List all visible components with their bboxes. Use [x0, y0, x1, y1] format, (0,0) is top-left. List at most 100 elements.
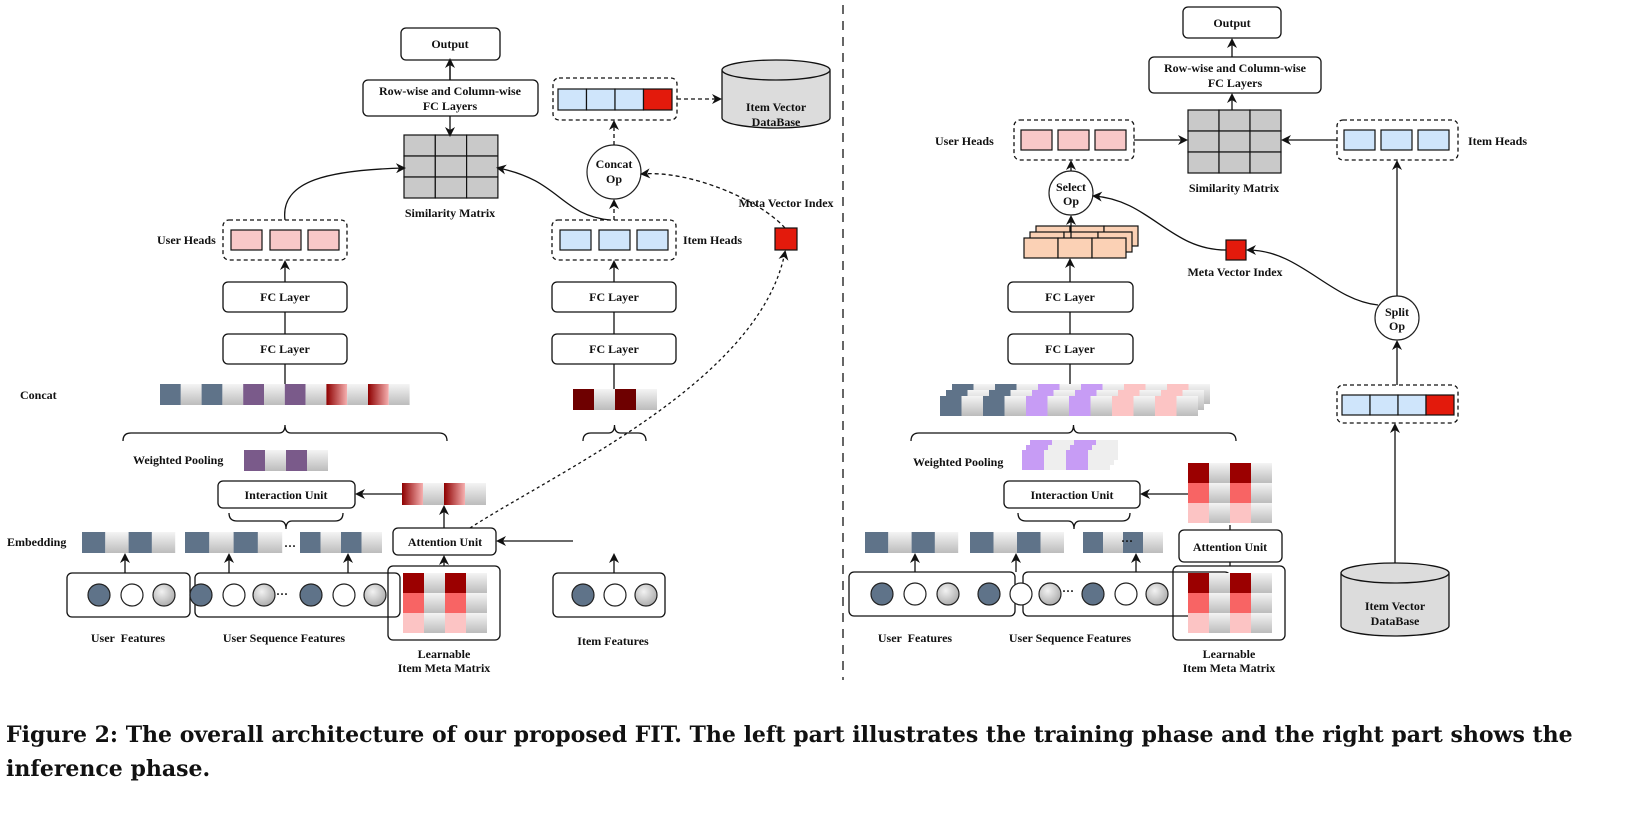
user-embedding-cell — [105, 532, 129, 553]
sequence-embedding-cell — [1103, 532, 1123, 553]
user-embedding-cell — [151, 532, 176, 553]
user-feature — [936, 582, 960, 606]
sequence-feature — [1114, 582, 1138, 606]
sequence-feature — [363, 583, 387, 607]
split-op-label: Op — [1389, 319, 1405, 333]
sequence-feature — [299, 583, 323, 607]
user-heads-label: User Heads — [157, 233, 216, 247]
select-op-label: Op — [1063, 194, 1079, 208]
meta-matrix-cell — [1230, 593, 1251, 613]
selected-head-stack — [1023, 237, 1059, 259]
output-label: Output — [431, 37, 468, 51]
user-embedding-cell — [82, 532, 106, 553]
weighted-pooling-label: Weighted Pooling — [133, 453, 223, 467]
sequence-brace — [1017, 512, 1131, 530]
user-feature — [120, 583, 144, 607]
meta-matrix-cell — [403, 573, 424, 593]
output-label: Output — [1213, 16, 1250, 30]
fc-layer-label: FC Layer — [1045, 342, 1095, 356]
user-sequence-features-label: User Sequence Features — [1009, 631, 1132, 645]
fc-layers-label: FC Layers — [423, 99, 478, 113]
similarity-matrix-cell — [1218, 151, 1251, 174]
meta-matrix-cell — [403, 613, 424, 633]
user-head — [269, 229, 302, 251]
user-head — [1020, 129, 1053, 151]
similarity-matrix-cell — [1187, 151, 1220, 174]
stacked-concat-cell — [1026, 396, 1048, 416]
split-to-meta-index-arrow — [1246, 245, 1379, 306]
similarity-matrix-cell — [434, 134, 468, 157]
item-meta-matrix-box — [1172, 565, 1286, 641]
sequence-embedding-cell — [970, 532, 994, 553]
attention-output-cell — [1188, 503, 1209, 523]
attention-output-cell — [1251, 503, 1272, 523]
attention-output-cell — [1209, 503, 1230, 523]
user-head — [1057, 129, 1090, 151]
sequence-embedding-cell — [209, 532, 234, 553]
meta-matrix-cell — [466, 573, 487, 593]
meta-matrix-cell — [445, 593, 466, 613]
stacked-concat-cell — [1069, 396, 1091, 416]
sequence-embedding-cell — [1123, 532, 1143, 553]
sequence-embedding-cell — [341, 532, 362, 553]
concat-op-label: Concat — [596, 157, 633, 171]
sequence-feature — [1145, 582, 1169, 606]
ellipsis: ··· — [276, 587, 288, 601]
item-brace — [582, 424, 647, 442]
stacked-concat-cell — [1004, 396, 1026, 416]
meta-matrix-cell — [1209, 613, 1230, 633]
learnable-meta-matrix-label: Learnable — [1203, 647, 1256, 661]
attention-output-cell — [465, 483, 486, 505]
sequence-feature — [332, 583, 356, 607]
concat-op-label: Op — [606, 172, 622, 186]
sequence-feature — [977, 582, 1001, 606]
user-sequence-features-label: User Sequence Features — [223, 631, 346, 645]
stacked-concat-cell — [1047, 396, 1069, 416]
weighted-pooling-cell — [307, 450, 328, 471]
meta-matrix-cell — [1209, 593, 1230, 613]
attention-output-cell — [402, 483, 423, 505]
select-op-label: Select — [1056, 180, 1086, 194]
fc-layers-label: Row-wise and Column-wise — [1164, 61, 1307, 75]
sequence-feature — [252, 583, 276, 607]
user-feature — [87, 583, 111, 607]
stacked-concat-cell — [1112, 396, 1134, 416]
selected-head-stack — [1091, 237, 1127, 259]
attention-output-cell — [1230, 503, 1251, 523]
caption-line: Figure 2: The overall architecture of ou… — [6, 722, 1573, 748]
meta-matrix-cell — [1251, 593, 1272, 613]
item-head — [1380, 129, 1413, 151]
user-embedding-cell — [128, 532, 152, 553]
concat-vector-cell — [368, 384, 389, 405]
item-feature — [571, 583, 595, 607]
sequence-embedding-cell — [1017, 532, 1041, 553]
item-feature — [603, 583, 627, 607]
item-vector-cell — [585, 88, 616, 111]
concat-vector-cell — [284, 384, 306, 405]
interaction-unit-label: Interaction Unit — [245, 488, 328, 502]
item-features-label: Item Features — [577, 634, 649, 648]
caption-line: inference phase. — [6, 756, 211, 782]
concat-vector-cell — [201, 384, 223, 405]
item-vector-cell — [557, 88, 588, 111]
similarity-matrix-cell — [1218, 109, 1251, 132]
concat-vector-cell — [347, 384, 368, 405]
item-embedding-cell — [573, 389, 594, 410]
item-head — [1417, 129, 1450, 151]
attention-unit-label: Attention Unit — [408, 535, 482, 549]
concat-label: Concat — [20, 388, 57, 402]
user-feature — [903, 582, 927, 606]
concat-vector-cell — [243, 384, 264, 405]
sequence-embedding-cell — [320, 532, 341, 553]
meta-vector-index-label: Meta Vector Index — [738, 196, 833, 210]
sequence-embedding-cell — [257, 532, 283, 553]
item-heads-label: Item Heads — [683, 233, 742, 247]
meta-matrix-cell — [1230, 613, 1251, 633]
user-embedding-cell — [865, 532, 889, 553]
item-features-box — [552, 572, 666, 618]
item-vector-db-label: Item Vector — [1365, 599, 1426, 613]
fc-layers-label: FC Layers — [1208, 76, 1263, 90]
sequence-embedding-cell — [993, 532, 1017, 553]
attention-output-cell — [1230, 463, 1251, 483]
